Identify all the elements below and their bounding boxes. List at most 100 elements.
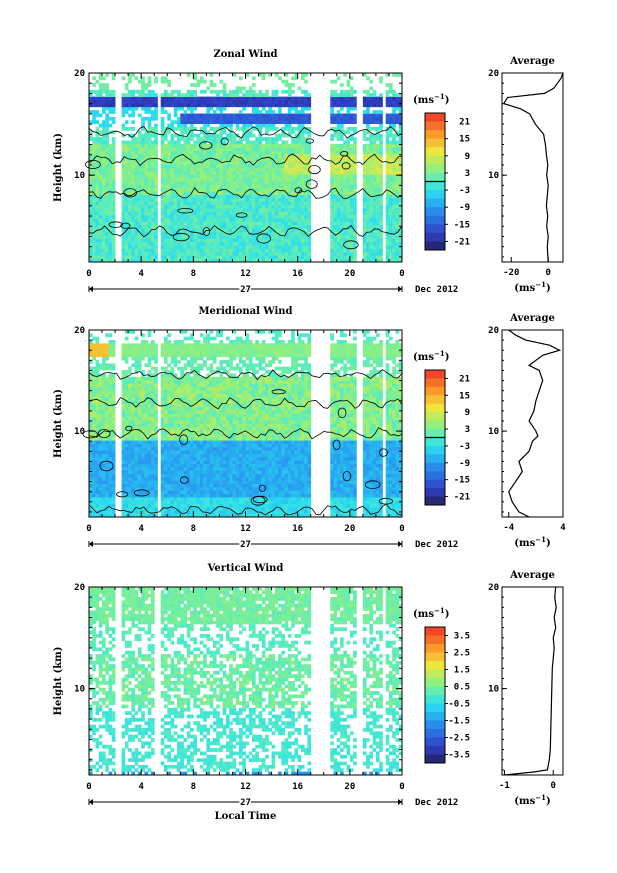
zonal-cell <box>353 208 357 212</box>
zonal-cell <box>369 211 374 216</box>
zonal-cell <box>232 89 237 94</box>
zonal-cell <box>238 167 243 172</box>
zonal-cell <box>154 96 158 101</box>
zonal-cell <box>147 79 152 84</box>
zonal-cell <box>111 160 116 165</box>
zonal-cell <box>203 238 207 243</box>
zonal-cell <box>287 160 292 165</box>
zonal-cell <box>232 167 237 172</box>
zonal-cell <box>111 147 116 152</box>
zonal-cell <box>388 251 393 256</box>
zonal-cell <box>366 197 370 202</box>
zonal-cell <box>160 248 165 253</box>
zonal-cell <box>232 218 237 222</box>
zonal-cell <box>173 248 178 253</box>
zonal-cell <box>167 79 171 84</box>
meridional-cell <box>128 500 132 505</box>
zonal-cell <box>287 147 292 152</box>
zonal-cell <box>284 181 289 185</box>
zonal-cell <box>268 143 272 148</box>
zonal-cell <box>137 204 142 209</box>
zonal-cell <box>369 201 374 206</box>
zonal-cell <box>362 73 367 77</box>
meridional-cell <box>98 496 103 501</box>
zonal-cell <box>268 258 272 263</box>
zonal-cell <box>300 143 305 148</box>
zonal-cell <box>190 164 194 168</box>
meridional-cell <box>131 483 136 488</box>
zonal-cell <box>330 100 334 104</box>
zonal-cell <box>284 184 289 189</box>
meridional-cell <box>121 443 126 448</box>
meridional-cell <box>92 366 96 371</box>
zonal-cell <box>274 113 279 118</box>
zonal-cell <box>238 86 243 91</box>
zonal-cell <box>216 89 220 94</box>
zonal-cell <box>395 96 400 101</box>
zonal-cell <box>209 83 214 87</box>
zonal-cell <box>385 191 390 195</box>
meridional-cell <box>128 390 132 394</box>
zonal-cell <box>297 221 302 226</box>
zonal-cell <box>369 147 374 152</box>
zonal-cell <box>369 137 374 141</box>
meridional-cell <box>89 486 93 491</box>
zonal-cell <box>265 197 269 202</box>
zonal-cell <box>333 218 338 222</box>
zonal-cell <box>349 157 354 162</box>
zonal-cell <box>111 201 116 206</box>
zonal-cell <box>353 170 357 175</box>
zonal-cell <box>346 238 351 243</box>
zonal-cell <box>336 224 341 229</box>
zonal-cell <box>366 127 370 131</box>
zonal-cell <box>291 181 295 185</box>
zonal-cell <box>398 187 403 192</box>
zonal-cell <box>271 110 276 114</box>
zonal-cell <box>343 231 347 236</box>
zonal-cell <box>252 255 256 260</box>
zonal-cell <box>398 93 403 98</box>
zonal-cell <box>379 79 383 84</box>
zonal-cell <box>92 184 96 189</box>
zonal-cell <box>190 96 194 101</box>
zonal-cell <box>128 73 132 77</box>
meridional-cell <box>98 453 103 458</box>
zonal-cell <box>131 133 136 138</box>
zonal-cell <box>252 184 256 189</box>
meridional-cell <box>137 483 142 488</box>
zonal-cell <box>353 204 357 209</box>
zonal-cell <box>265 160 269 165</box>
zonal-cell <box>284 116 289 121</box>
zonal-cell <box>163 214 168 219</box>
zonal-cell <box>183 191 188 195</box>
zonal-cell <box>89 147 93 152</box>
zonal-cell <box>163 208 168 212</box>
zonal-cell <box>307 238 312 243</box>
zonal-cell <box>141 255 145 260</box>
zonal-cell <box>108 106 113 111</box>
meridional-cell <box>102 490 106 495</box>
zonal-cell <box>278 116 282 121</box>
zonal-cell <box>134 218 139 222</box>
zonal-cell <box>134 197 139 202</box>
zonal-cell <box>131 228 136 233</box>
zonal-cell <box>111 181 116 185</box>
zonal-cell <box>183 116 188 121</box>
zonal-cell <box>160 106 165 111</box>
zonal-colorbar-swatch <box>425 155 445 165</box>
zonal-cell <box>111 221 116 226</box>
meridional-cell <box>121 430 126 434</box>
zonal-cell <box>108 187 113 192</box>
zonal-cell <box>102 187 106 192</box>
zonal-cell <box>375 143 380 148</box>
zonal-cell <box>294 147 299 152</box>
meridional-cell <box>108 470 113 474</box>
zonal-cell <box>232 103 237 108</box>
zonal-cell <box>307 221 312 226</box>
meridional-cell <box>128 470 132 474</box>
zonal-cell <box>193 194 197 199</box>
zonal-cell <box>144 106 149 111</box>
zonal-cell <box>89 100 93 104</box>
zonal-cell <box>287 89 292 94</box>
zonal-cell <box>124 127 129 131</box>
